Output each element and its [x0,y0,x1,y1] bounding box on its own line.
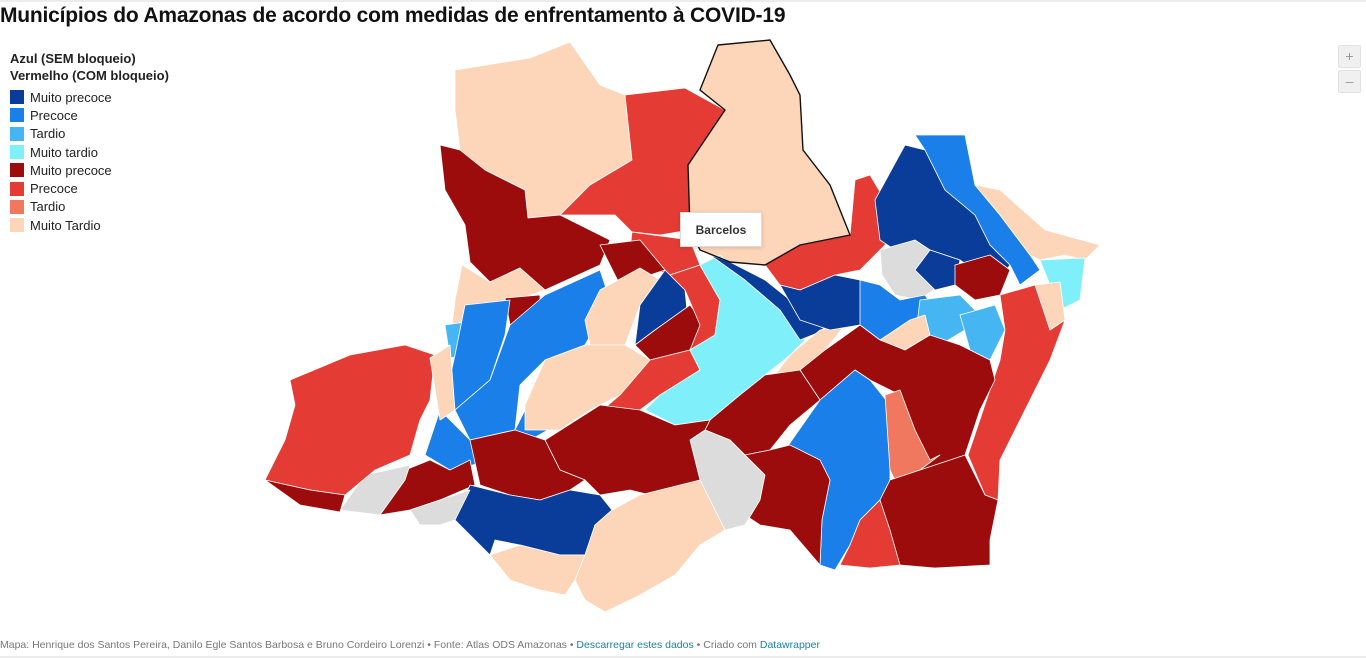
municipality-region[interactable] [429,344,456,421]
legend-item: Tardio [10,125,230,143]
bottom-divider [0,656,1366,658]
municipality-region[interactable] [744,444,831,566]
municipality-region[interactable] [584,267,661,346]
legend-swatch [10,163,24,178]
legend-title-red: Vermelho (COM bloqueio) [10,68,169,83]
legend-swatch [10,145,24,160]
download-data-link[interactable]: Descarregar estes dados [576,639,694,651]
legend-swatch [10,90,24,105]
legend-label: Precoce [30,181,78,197]
municipality-region[interactable] [884,389,941,481]
municipality-region[interactable] [524,344,651,431]
municipality-region[interactable] [264,344,436,496]
municipality-region[interactable] [439,144,611,291]
legend-swatch [10,108,24,123]
municipality-region[interactable] [469,429,586,501]
municipality-region[interactable] [974,184,1101,261]
legend-label: Precoce [30,107,78,123]
page-title: Municípios do Amazonas de acordo com med… [0,4,786,27]
legend: Azul (SEM bloqueio) Vermelho (COM bloque… [10,50,230,234]
municipality-tooltip: Barcelos [680,212,762,247]
legend-swatch [10,199,24,214]
municipality-region[interactable] [1039,257,1086,311]
datawrapper-link[interactable]: Datawrapper [759,639,820,651]
legend-swatch [10,126,24,141]
municipality-region[interactable] [967,284,1066,501]
zoom-controls: + – [1338,45,1361,95]
map-regions [264,39,1101,613]
top-divider [0,0,1366,2]
municipality-region[interactable] [574,479,726,613]
legend-item: Muito precoce [10,161,230,179]
municipality-region[interactable] [454,269,611,441]
highlighted-municipality-outline [687,39,851,266]
municipality-region[interactable] [879,239,941,301]
municipality-region[interactable] [959,304,1006,361]
legend-label: Muito precoce [30,89,112,105]
zoom-in-button[interactable]: + [1338,45,1361,68]
legend-item: Muito Tardio [10,216,230,234]
legend-swatch [10,218,24,233]
legend-label: Tardio [30,126,66,142]
zoom-out-button[interactable]: – [1338,70,1361,93]
legend-label: Tardio [30,199,66,215]
legend-list: Muito precoce Precoce Tardio Muito tardio Mu… [10,88,230,234]
legend-item: Tardio [10,198,230,216]
legend-swatch [10,181,24,196]
footer: Mapa: Henrique dos Santos Pereira, Danil… [0,639,1366,651]
municipality-region[interactable] [559,87,726,236]
legend-label: Muito tardio [30,144,98,160]
municipality-region[interactable] [264,479,346,513]
legend-label: Muito precoce [30,162,112,178]
municipality-region[interactable] [839,499,901,569]
legend-label: Muito Tardio [30,217,101,233]
legend-item: Precoce [10,106,230,124]
legend-item: Muito precoce [10,88,230,106]
legend-title-blue: Azul (SEM bloqueio) [10,51,136,66]
legend-item: Muito tardio [10,143,230,161]
footer-source: Mapa: Henrique dos Santos Pereira, Danil… [0,639,574,651]
legend-item: Precoce [10,179,230,197]
municipality-region[interactable] [409,489,471,526]
footer-created-with: • Criado com [696,639,757,651]
